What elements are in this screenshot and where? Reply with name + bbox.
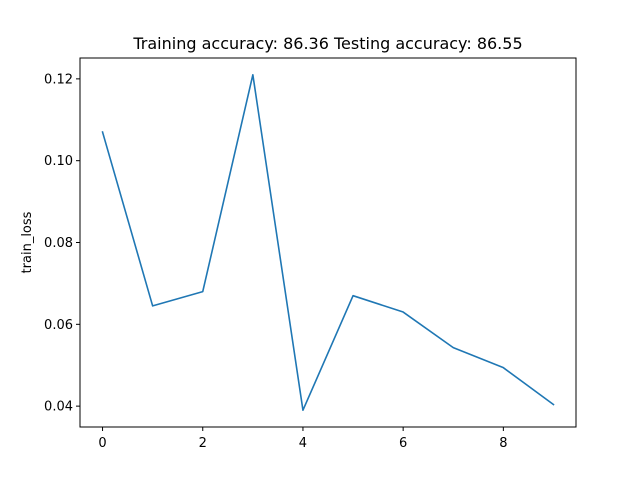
y-axis-label: train_loss [20, 211, 35, 273]
y-tick-label: 0.12 [44, 72, 73, 87]
series-line-0 [101, 73, 555, 412]
axes-frame [79, 57, 577, 428]
y-tick-label: 0.04 [44, 400, 73, 415]
x-tick-label: 0 [98, 436, 106, 451]
x-tick-label: 6 [399, 436, 407, 451]
y-tick-label: 0.06 [44, 318, 73, 333]
y-axis: 0.04 0.06 0.08 0.10 0.12 [44, 72, 80, 415]
x-tick-label: 2 [199, 436, 207, 451]
x-tick-label: 8 [499, 436, 507, 451]
x-axis: 0 2 4 6 8 [98, 427, 507, 451]
y-tick-label: 0.08 [44, 236, 73, 251]
x-tick-label: 4 [299, 436, 307, 451]
chart-title: Training accuracy: 86.36 Testing accurac… [132, 34, 522, 53]
y-tick-label: 0.10 [44, 154, 73, 169]
plot-area [101, 73, 555, 412]
